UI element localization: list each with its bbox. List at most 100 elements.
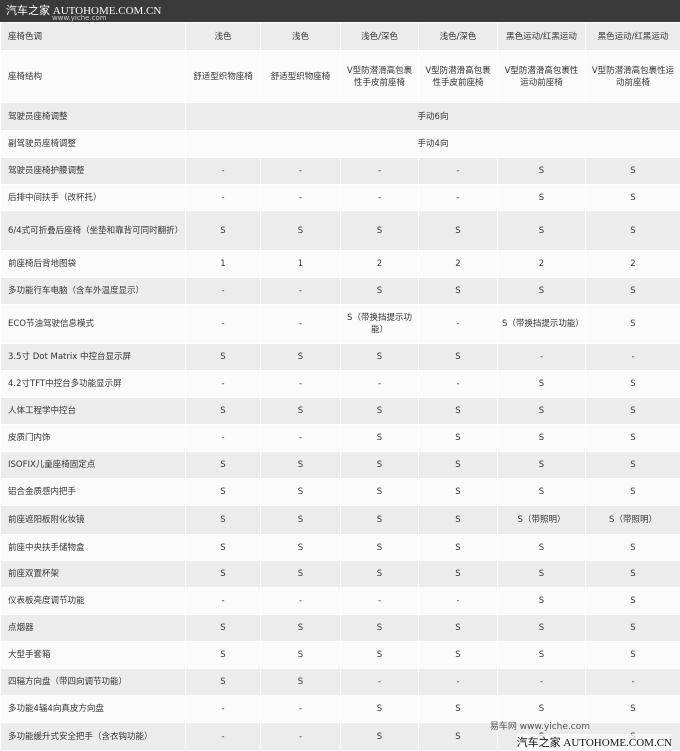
cell: - [261,425,341,452]
table-row: 驾驶员座椅调整手动6向 [1,103,680,131]
cell: S [498,479,586,506]
cell: 1 [261,251,341,278]
cell: 舒适型织物座椅 [261,51,341,103]
cell: S [586,425,680,452]
cell: S [498,615,586,642]
cell: S [498,398,586,425]
cell: S [498,588,586,615]
row-label: 座椅结构 [1,51,186,103]
cell: S [498,642,586,669]
cell: - [498,344,586,371]
cell: V型防潜滑高包裹性手皮前座椅 [419,51,498,103]
cell: S [419,211,498,251]
cell: S [186,669,261,696]
cell: - [419,371,498,398]
cell: S [586,305,680,344]
cell: S [261,506,341,535]
row-label: 前座中央扶手储物盒 [1,535,186,561]
cell: - [341,185,419,211]
cell: S [261,479,341,506]
top-bar: 汽车之家 AUTOHOME.COM.CN www.yiche.com [0,0,680,22]
cell: 1 [186,251,261,278]
cell: - [186,278,261,305]
cell: S [261,398,341,425]
cell: - [186,158,261,185]
cell: V型防潜滑高包裹性运动前座椅 [498,51,586,103]
cell: - [186,371,261,398]
cell: 浅色 [261,23,341,51]
cell: - [186,696,261,723]
cell: - [261,696,341,723]
cell: 浅色 [186,23,261,51]
table-row: 副驾驶员座椅调整手动4向 [1,131,680,158]
row-label: 后排中间扶手（改杯托） [1,185,186,211]
cell: S（带换挡提示功能） [498,305,586,344]
watermark: 易车网 www.yiche.com [490,719,590,732]
cell: S [341,615,419,642]
cell: S [261,211,341,251]
cell: S [341,561,419,588]
cell: 浅色/深色 [419,23,498,51]
row-label: 铝合金质感内把手 [1,479,186,506]
cell: S [419,615,498,642]
cell: - [261,278,341,305]
cell: - [419,158,498,185]
cell: S [186,479,261,506]
row-label: 多功能缓升式安全把手（含衣钩功能） [1,723,186,751]
row-label: 多功能行车电脑（含车外温度显示） [1,278,186,305]
row-label: 副驾驶员座椅调整 [1,131,186,158]
cell: - [261,305,341,344]
cell: - [341,669,419,696]
cell: S [341,344,419,371]
cell: S（带照明） [498,506,586,535]
cell: S [419,425,498,452]
row-label: 3.5寸 Dot Matrix 中控台显示屏 [1,344,186,371]
cell: S [419,561,498,588]
cell: S [186,344,261,371]
cell: S [186,398,261,425]
cell: S [341,398,419,425]
row-label: 皮质门内饰 [1,425,186,452]
cell: S [419,696,498,723]
cell: S [341,506,419,535]
cell: S [586,642,680,669]
cell: S [186,615,261,642]
row-label: 驾驶员座椅调整 [1,103,186,131]
row-label: 前座双置杯架 [1,561,186,588]
cell: - [186,723,261,751]
cell: V型防潜滑高包裹性手皮前座椅 [341,51,419,103]
cell: 2 [341,251,419,278]
row-label: 驾驶员座椅护腰调整 [1,158,186,185]
cell: - [261,723,341,751]
cell: S [586,398,680,425]
cell: S [498,371,586,398]
cell: - [419,305,498,344]
row-label: 多功能4辐4向真皮方向盘 [1,696,186,723]
cell: 2 [586,251,680,278]
cell: S [186,642,261,669]
cell: S [586,211,680,251]
cell: S [261,344,341,371]
cell: S [498,452,586,479]
cell: - [186,185,261,211]
cell: S [419,535,498,561]
cell: - [261,588,341,615]
row-label: 前座椅后背地图袋 [1,251,186,278]
cell: S [498,158,586,185]
cell: S [419,452,498,479]
cell: - [419,669,498,696]
cell: S [498,211,586,251]
cell: S [186,506,261,535]
row-label: 前座遮阳板附化妆镜 [1,506,186,535]
cell: 2 [419,251,498,278]
table-row: ECO节油驾驶信息模式--S（带换挡提示功能）-S（带换挡提示功能）S [1,305,680,344]
